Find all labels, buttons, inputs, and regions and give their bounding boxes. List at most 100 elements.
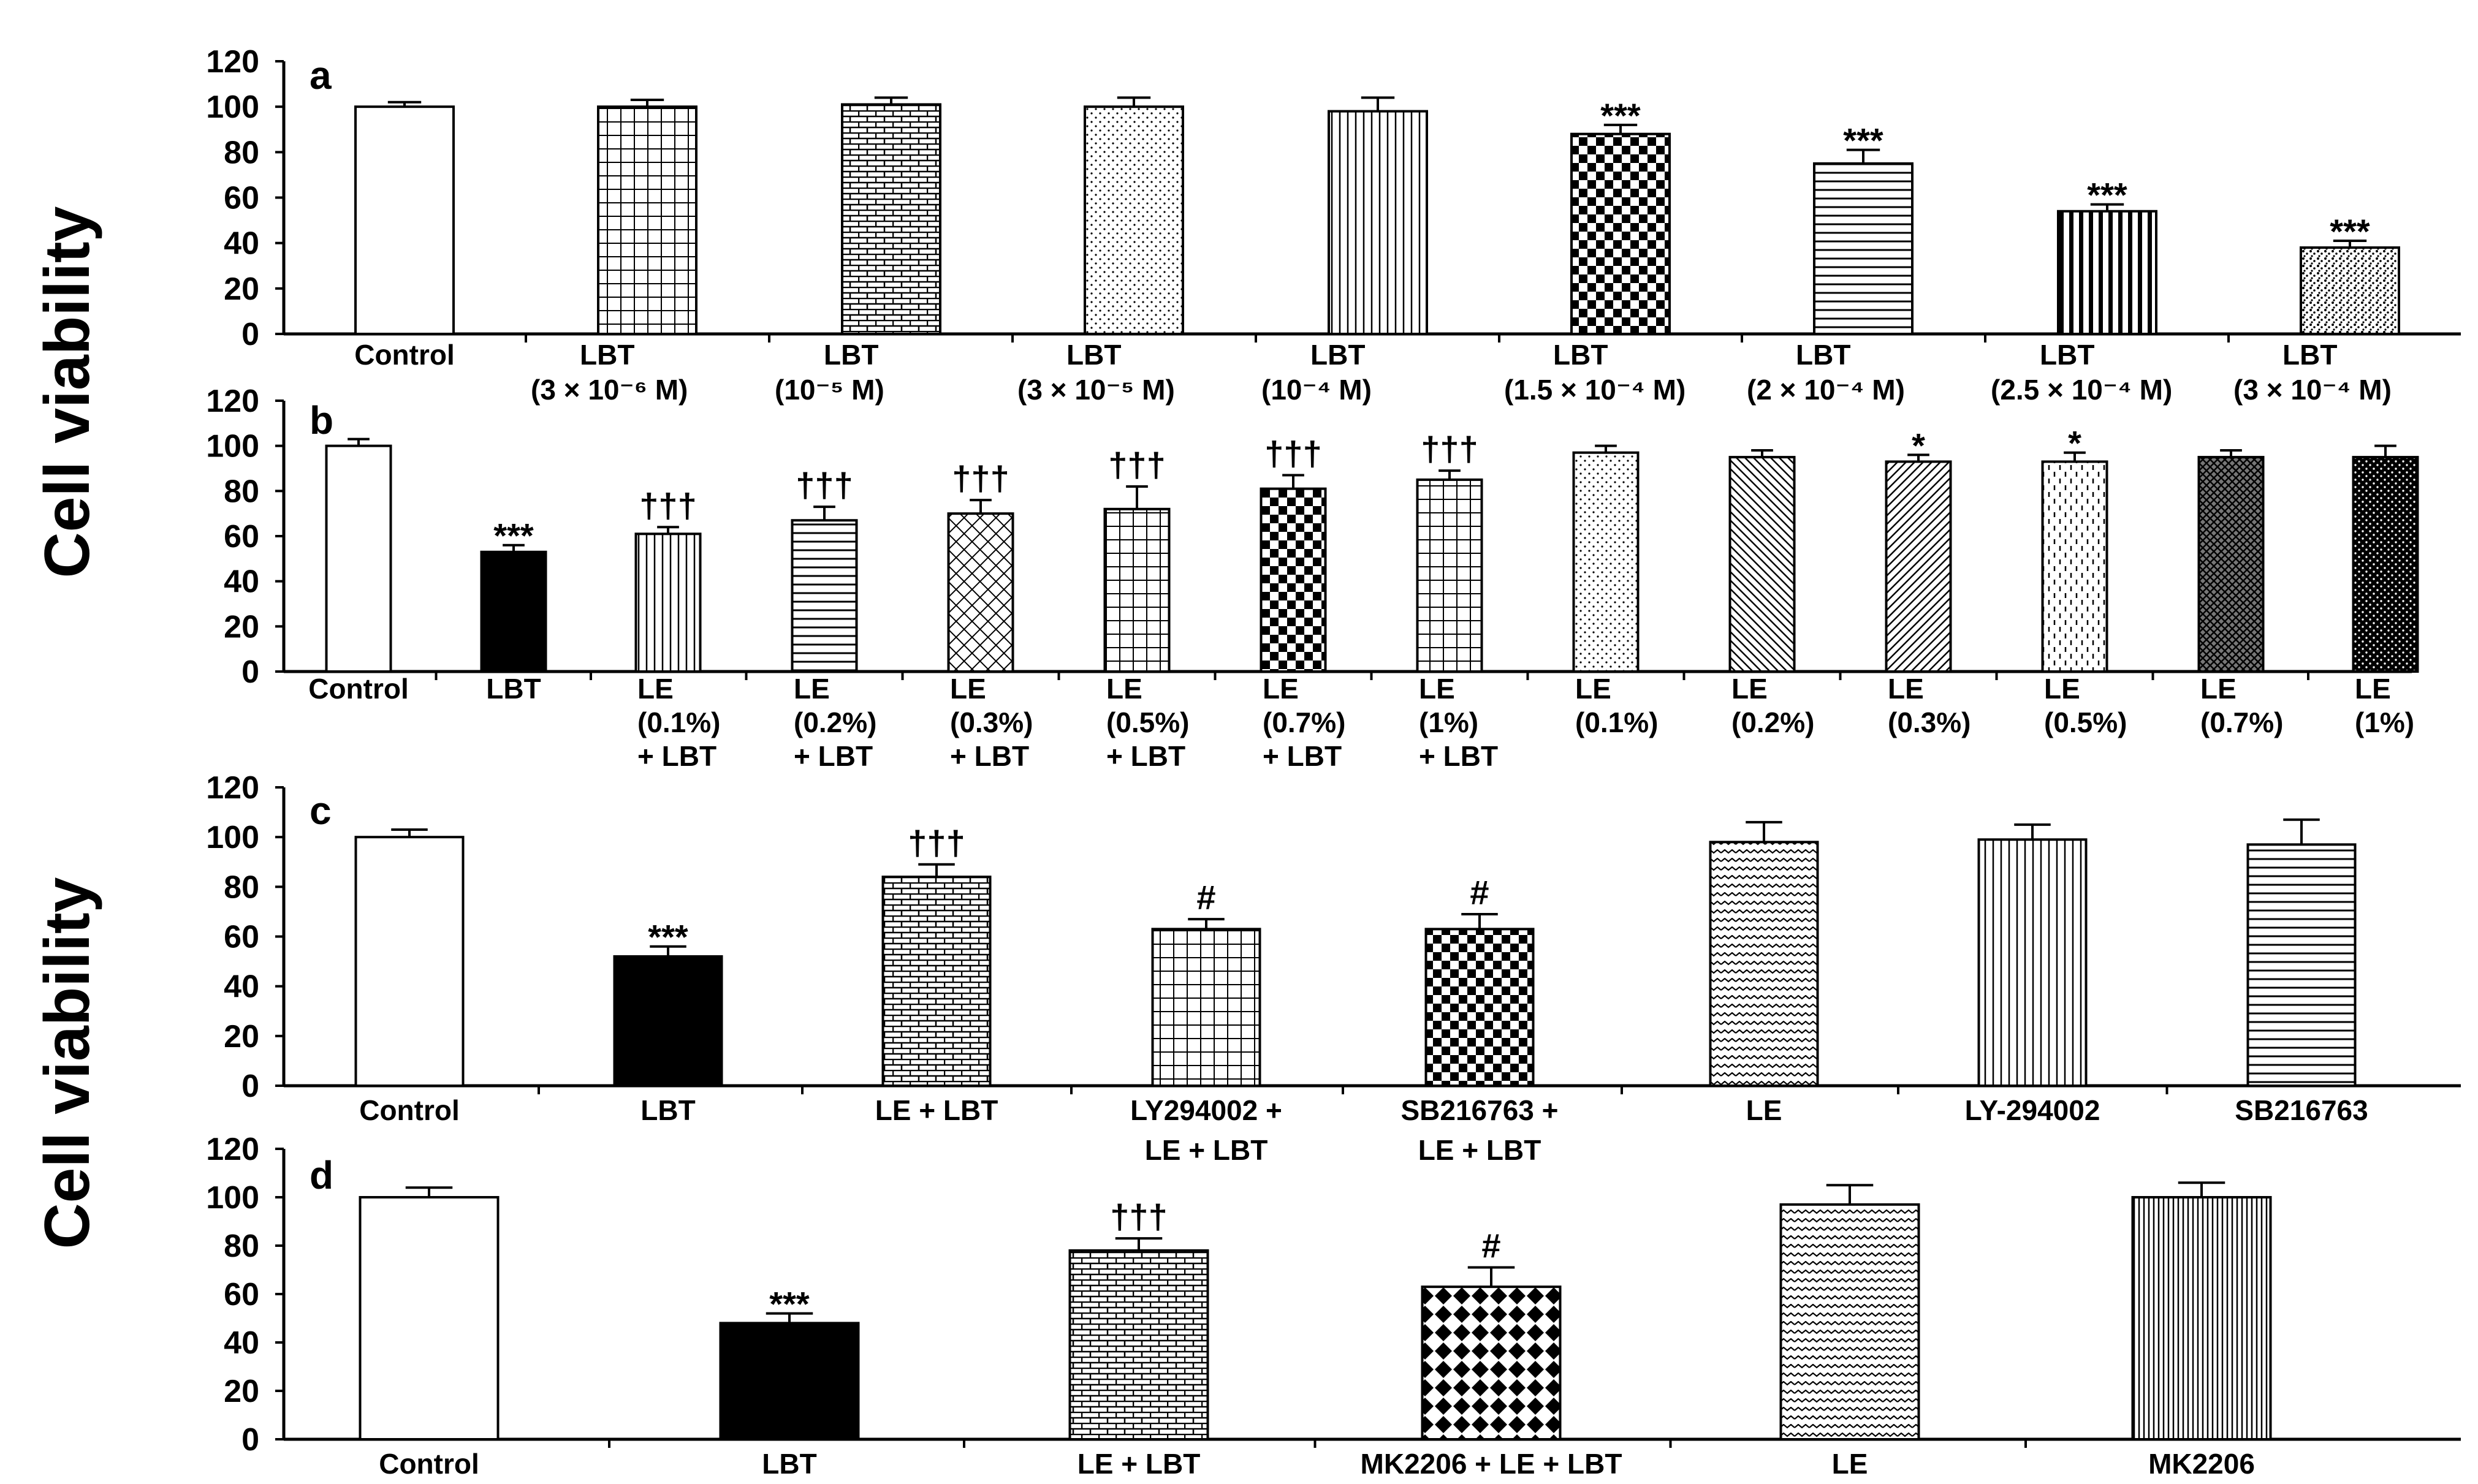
bar-b-6 — [1103, 507, 1171, 673]
x-category-label: (3 × 10⁻⁵ M) — [1017, 374, 1175, 406]
bar-d-6 — [2131, 1196, 2272, 1440]
bar-b-3 — [634, 532, 702, 673]
bar-b-1 — [325, 444, 392, 673]
x-category-label: (0.3%) — [1888, 706, 1971, 738]
x-category-label: LE — [2044, 673, 2080, 705]
y-tick-label: 100 — [206, 1180, 259, 1216]
x-category-label: (1.5 × 10⁻⁴ M) — [1504, 374, 1686, 406]
x-category-label: + LBT — [637, 740, 716, 772]
x-category-label: (2.5 × 10⁻⁴ M) — [1991, 374, 2172, 406]
y-tick-label: 0 — [241, 1422, 259, 1458]
x-category-label: MK2206 — [2148, 1448, 2255, 1480]
x-category-label: LBT — [640, 1094, 695, 1126]
y-tick-label: 0 — [241, 654, 259, 690]
x-category-label: (0.2%) — [1731, 706, 1814, 738]
x-category-label: + LBT — [950, 740, 1029, 772]
y-tick-label: 100 — [206, 89, 259, 125]
panel-c: 0 20 40 60 80 100 120 c Control *** LBT ††† LE + LBT… — [206, 770, 2461, 1166]
x-category-label: (0.7%) — [2200, 706, 2283, 738]
x-category-label: LBT — [762, 1448, 816, 1480]
x-category-label: LBT — [1796, 339, 1850, 371]
y-tick-label: 20 — [224, 1019, 259, 1054]
bar-a-9 — [2300, 246, 2400, 336]
x-category-label: (0.1%) — [637, 706, 720, 738]
bar-a-4 — [1084, 105, 1184, 336]
bar-d-4 — [1421, 1285, 1562, 1440]
x-category-label: LE — [637, 673, 674, 705]
y-tick-label: 40 — [224, 226, 259, 262]
bar-d-5 — [1779, 1203, 1920, 1440]
x-category-label: LBT — [2040, 339, 2094, 371]
bar-c-5 — [1424, 928, 1535, 1087]
x-category-label: + LBT — [794, 740, 873, 772]
x-category-label: (3 × 10⁻⁶ M) — [531, 374, 688, 406]
x-category-label: LY-294002 — [1965, 1094, 2100, 1126]
bar-d-3 — [1068, 1249, 1209, 1441]
significance-marker: * — [1912, 426, 1925, 464]
bar-b-2 — [480, 550, 547, 673]
panel-letter: a — [310, 53, 332, 97]
x-category-label: LE — [794, 673, 830, 705]
x-category-label: Control — [354, 339, 455, 371]
bar-b-4 — [791, 519, 858, 673]
y-tick-label: 20 — [224, 1374, 259, 1409]
x-category-label: + LBT — [1106, 740, 1185, 772]
x-category-label: (10⁻⁴ M) — [1261, 374, 1372, 406]
x-category-label: (0.7%) — [1263, 706, 1345, 738]
significance-marker: ††† — [908, 823, 965, 862]
y-tick-label: 40 — [224, 1325, 259, 1361]
x-category-label: LE — [2200, 673, 2237, 705]
bar-b-13 — [2197, 456, 2265, 673]
x-category-label: Control — [359, 1094, 460, 1126]
x-category-label: LE + LBT — [1077, 1448, 1201, 1480]
x-category-label: (0.3%) — [950, 706, 1033, 738]
significance-marker: # — [1196, 878, 1215, 917]
x-category-label: (3 × 10⁻⁴ M) — [2233, 374, 2392, 406]
bar-c-4 — [1151, 928, 1261, 1087]
x-category-label: LE — [1106, 673, 1142, 705]
y-axis-label-bottom: Cell viability — [32, 877, 103, 1249]
x-category-label: Control — [308, 673, 409, 705]
y-tick-label: 20 — [224, 609, 259, 645]
y-tick-label: 40 — [224, 564, 259, 600]
x-category-label: LBT — [1066, 339, 1121, 371]
x-category-label: LE + LBT — [875, 1094, 998, 1126]
y-tick-label: 120 — [206, 770, 259, 806]
x-category-label: LE — [1746, 1094, 1782, 1126]
bar-c-1 — [354, 836, 465, 1087]
x-category-label: (0.5%) — [2044, 706, 2127, 738]
x-category-label: (0.5%) — [1106, 706, 1189, 738]
y-tick-label: 20 — [224, 271, 259, 307]
x-category-label: LE — [950, 673, 986, 705]
bar-a-6 — [1570, 132, 1671, 336]
x-category-label: LBT — [580, 339, 634, 371]
significance-marker: *** — [769, 1285, 810, 1323]
y-tick-label: 40 — [224, 969, 259, 1005]
bar-d-2 — [719, 1322, 860, 1440]
y-tick-label: 120 — [206, 1132, 259, 1167]
x-category-label: (1%) — [2355, 706, 2414, 738]
significance-marker: ††† — [1110, 1197, 1167, 1236]
x-category-label: LE — [1419, 673, 1455, 705]
y-tick-label: 60 — [224, 519, 259, 555]
panel-letter: b — [310, 398, 333, 442]
significance-marker: ††† — [1421, 430, 1478, 468]
significance-marker: ††† — [1264, 434, 1321, 473]
y-tick-label: 0 — [241, 1069, 259, 1104]
bar-b-9 — [1572, 451, 1640, 673]
panel-letter: c — [310, 789, 332, 833]
bar-c-3 — [881, 876, 992, 1087]
x-category-label: SB216763 — [2235, 1094, 2368, 1126]
y-tick-label: 80 — [224, 135, 259, 170]
significance-marker: ††† — [639, 486, 696, 524]
bar-a-7 — [1813, 162, 1914, 335]
y-tick-label: 0 — [241, 317, 259, 352]
y-tick-label: 80 — [224, 474, 259, 509]
panel-d: 0 20 40 60 80 100 120 d Control *** LBT ††† LE + LBT… — [206, 1132, 2461, 1480]
y-tick-label: 60 — [224, 1277, 259, 1312]
y-tick-label: 100 — [206, 429, 259, 464]
y-tick-label: 120 — [206, 44, 259, 80]
y-tick-label: 80 — [224, 869, 259, 905]
